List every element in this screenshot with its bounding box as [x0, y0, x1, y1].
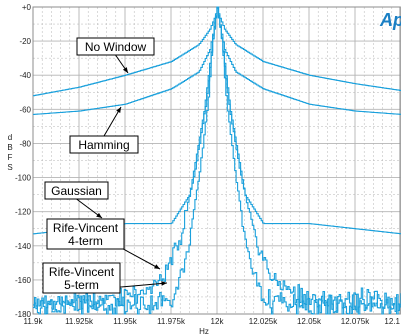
- x-tick-label: 12.05k: [297, 317, 322, 326]
- annotation-label: 5-term: [64, 278, 99, 292]
- annotation-label: 4-term: [68, 234, 103, 248]
- x-axis-label: Hz: [199, 327, 209, 336]
- annotation-box: [42, 262, 121, 294]
- annotation-arrowhead: [116, 107, 121, 113]
- annotation-arrowhead: [161, 281, 167, 286]
- x-tick-label: 11.95k: [113, 317, 137, 326]
- annotation-boxes: No WindowHammingGaussianRife-Vincent4-te…: [42, 37, 155, 294]
- x-tick-label: 11.9k: [24, 317, 44, 326]
- series-rife-vincent-5-line: [33, 7, 401, 315]
- y-tick-label: -120: [15, 208, 32, 217]
- y-axis-label-letter: d: [8, 133, 12, 142]
- annotation-label: Hamming: [78, 138, 129, 152]
- x-tick-label: 11.975k: [157, 317, 186, 326]
- y-tick-label: -160: [15, 276, 32, 285]
- y-tick-label: -100: [15, 174, 32, 183]
- y-tick-label: -140: [15, 242, 32, 251]
- x-tick-label: 12.025k: [249, 317, 278, 326]
- annotation-label: No Window: [85, 40, 147, 54]
- annotation-arrowhead: [96, 212, 102, 218]
- annotation-box: [76, 37, 155, 56]
- annotation-box: [44, 181, 109, 200]
- y-tick-label: -40: [19, 71, 31, 80]
- annotation-label: Rife-Vincent: [53, 221, 119, 235]
- annotation-box: [46, 218, 125, 250]
- y-tick-label: -180: [15, 310, 32, 319]
- ap-logo: Ap: [379, 10, 401, 30]
- y-axis-label-letter: F: [8, 153, 13, 162]
- y-axis-label-letter: S: [7, 163, 12, 172]
- y-tick-label: -20: [19, 37, 31, 46]
- annotation-label: Rife-Vincent: [49, 265, 115, 279]
- annotation-pointer-line: [103, 106, 122, 137]
- y-tick-label: +0: [22, 3, 32, 12]
- x-tick-label: 12k: [211, 317, 225, 326]
- y-tick-label: -60: [19, 105, 31, 114]
- y-axis-label-letter: B: [7, 143, 12, 152]
- y-tick-label: -80: [19, 139, 31, 148]
- annotation-arrowhead: [154, 264, 160, 269]
- x-tick-label: 12.1: [384, 317, 400, 326]
- chart-grid: [32, 6, 401, 315]
- annotation-arrowhead: [122, 67, 128, 73]
- x-tick-label: 12.075k: [341, 317, 370, 326]
- annotation-label: Gaussian: [51, 184, 102, 198]
- x-tick-label: 11.925k: [65, 317, 94, 326]
- annotation-box: [69, 135, 139, 154]
